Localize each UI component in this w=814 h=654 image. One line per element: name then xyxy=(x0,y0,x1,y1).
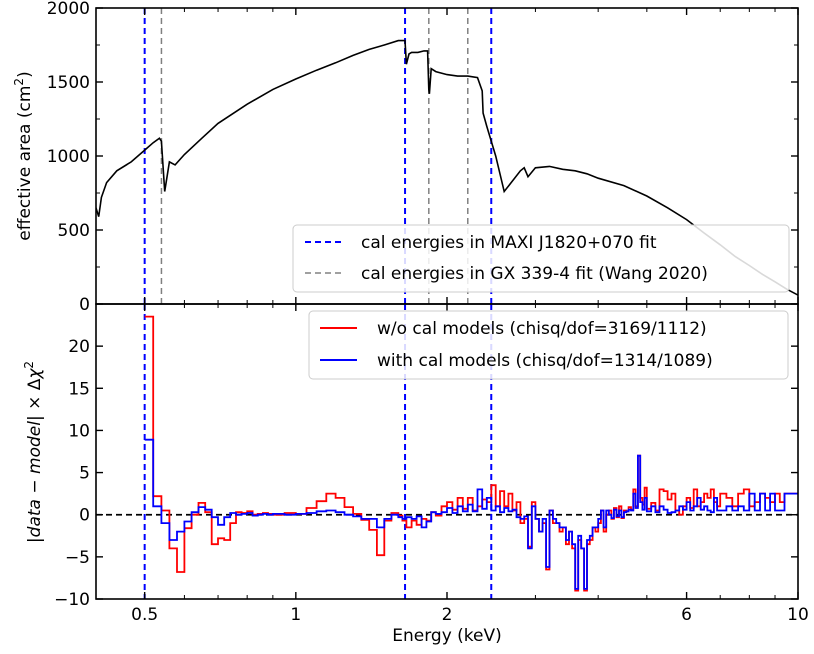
bottom-y-axis-label: |data − model| × Δχ2 xyxy=(22,361,45,543)
legend-label-gx: cal energies in GX 339-4 fit (Wang 2020) xyxy=(361,264,708,284)
top-y-axis-label: effective area (cm2) xyxy=(12,71,35,240)
x-axis-label: Energy (keV) xyxy=(392,626,502,646)
effective-area-line xyxy=(96,39,798,296)
top-legend: cal energies in MAXI J1820+070 fit cal e… xyxy=(292,224,790,293)
top-y-tick-label-1: 500 xyxy=(58,221,90,241)
top-y-tick-label-2: 1000 xyxy=(47,147,90,167)
x-tick-label-3: 6 xyxy=(681,605,692,625)
bottom-y-ticks: −10 −5 0 5 10 15 20 xyxy=(54,337,798,610)
bottom-y-tick-label-4: 10 xyxy=(68,421,90,441)
bottom-y-tick-label-3: 5 xyxy=(79,464,90,484)
bottom-y-tick-label-2: 0 xyxy=(79,506,90,526)
bottom-y-tick-label-0: −10 xyxy=(54,590,90,610)
x-tick-label-4: 10 xyxy=(787,605,809,625)
bottom-legend-box xyxy=(308,310,789,380)
legend-label-red: w/o cal models (chisq/dof=3169/1112) xyxy=(377,319,707,339)
bottom-legend: w/o cal models (chisq/dof=3169/1112) wit… xyxy=(308,310,789,380)
bottom-vertical-markers xyxy=(143,304,493,599)
bottom-plot-area xyxy=(96,304,798,599)
x-tick-label-2: 2 xyxy=(442,605,453,625)
bottom-panel: −10 −5 0 5 10 15 20 0.5 1 2 6 10 |data − model| × … xyxy=(22,303,809,646)
top-y-tick-label-0: 0 xyxy=(79,295,90,315)
residuals-with-cal-line xyxy=(144,438,798,590)
legend-label-blue: with cal models (chisq/dof=1314/1089) xyxy=(377,351,713,371)
bottom-y-tick-label-1: −5 xyxy=(65,548,90,568)
top-grid-lines xyxy=(96,8,798,304)
bottom-frame xyxy=(95,303,799,600)
top-panel: 0 500 1000 1500 2000 effective area (cm2) ca… xyxy=(12,0,799,315)
top-y-tick-label-3: 1500 xyxy=(47,73,90,93)
bottom-y-tick-label-5: 15 xyxy=(68,379,90,399)
top-legend-box xyxy=(292,224,790,293)
top-y-ticks: 0 500 1000 1500 2000 xyxy=(47,0,798,315)
x-tick-label-0: 0.5 xyxy=(131,605,158,625)
bottom-y-tick-label-6: 20 xyxy=(68,337,90,357)
top-y-tick-label-4: 2000 xyxy=(47,0,90,19)
legend-label-maxi: cal energies in MAXI J1820+070 fit xyxy=(361,233,657,253)
x-tick-label-1: 1 xyxy=(290,605,301,625)
